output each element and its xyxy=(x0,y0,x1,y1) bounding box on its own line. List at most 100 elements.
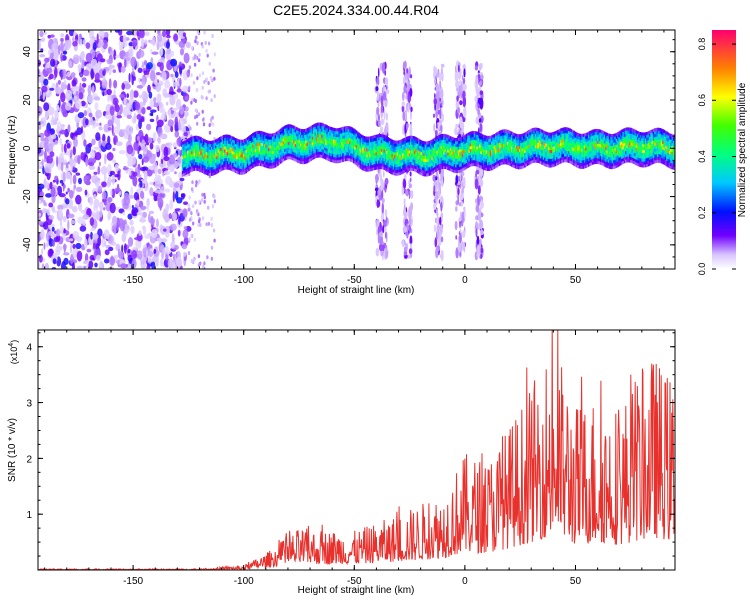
signal-cell xyxy=(249,155,251,159)
signal-cell xyxy=(473,157,476,161)
signal-cell xyxy=(371,161,374,166)
signal-cell xyxy=(224,137,226,141)
noise-cell xyxy=(77,112,85,119)
noise-cell xyxy=(198,73,202,78)
noise-cell xyxy=(65,191,68,195)
burst-cell xyxy=(408,218,412,225)
signal-cell xyxy=(297,133,299,137)
noise-cell xyxy=(112,69,117,73)
signal-cell xyxy=(317,128,319,132)
noise-cell xyxy=(129,219,134,226)
noise-cell xyxy=(99,122,102,126)
noise-cell xyxy=(213,76,216,81)
burst-cell xyxy=(380,95,384,107)
signal-cell xyxy=(420,169,423,173)
noise-cell xyxy=(110,222,114,226)
burst-cell xyxy=(439,216,442,226)
signal-cell xyxy=(273,164,275,169)
signal-cell xyxy=(473,148,476,152)
signal-cell xyxy=(420,172,423,176)
burst-cell xyxy=(437,99,441,110)
signal-cell xyxy=(406,157,408,161)
signal-cell xyxy=(371,135,374,139)
signal-cell xyxy=(337,131,339,135)
noise-cell xyxy=(168,108,172,120)
noise-cell xyxy=(71,79,77,88)
noise-cell xyxy=(89,217,95,226)
noise-cell xyxy=(38,39,41,51)
noise-cell xyxy=(149,217,156,225)
noise-cell xyxy=(119,222,126,232)
noise-cell xyxy=(177,230,181,237)
noise-cell xyxy=(106,111,109,115)
noise-cell xyxy=(96,53,103,62)
signal-cell xyxy=(209,152,212,156)
burst-cell xyxy=(462,96,467,108)
signal-cell xyxy=(449,153,452,157)
signal-cell xyxy=(244,167,246,172)
signal-cell xyxy=(376,157,379,161)
signal-cell xyxy=(327,146,330,150)
signal-cell xyxy=(455,152,457,156)
noise-cell xyxy=(42,37,46,42)
signal-cell xyxy=(209,143,212,147)
noise-cell xyxy=(123,97,127,106)
noise-cell xyxy=(81,77,87,82)
noise-cell xyxy=(183,132,188,137)
signal-cell xyxy=(444,134,447,138)
noise-cell xyxy=(140,205,147,210)
signal-cell xyxy=(229,152,232,156)
noise-cell xyxy=(114,118,121,125)
signal-cell xyxy=(435,142,437,146)
signal-cell xyxy=(258,142,261,146)
noise-cell xyxy=(48,215,55,220)
signal-cell xyxy=(406,151,408,155)
burst-cell xyxy=(384,208,388,218)
noise-cell xyxy=(82,69,90,77)
signal-cell xyxy=(244,159,246,163)
burst-cell xyxy=(381,202,384,214)
burst-cell xyxy=(478,97,482,105)
noise-cell xyxy=(193,98,196,103)
burst-cell xyxy=(382,91,387,101)
noise-cell xyxy=(205,96,208,101)
signal-cell xyxy=(244,141,246,145)
signal-cell xyxy=(420,166,423,170)
signal-cell xyxy=(410,158,412,163)
noise-cell xyxy=(135,123,140,131)
noise-cell xyxy=(97,228,103,237)
signal-cell xyxy=(400,165,403,169)
noise-cell xyxy=(103,31,108,38)
noise-cell xyxy=(78,63,82,73)
noise-cell xyxy=(101,181,107,188)
burst-cell xyxy=(376,199,381,208)
noise-cell xyxy=(202,117,205,122)
noise-cell xyxy=(114,30,120,33)
noise-cell xyxy=(213,238,216,243)
noise-cell xyxy=(106,58,113,65)
signal-cell xyxy=(371,144,374,148)
noise-cell xyxy=(187,207,190,212)
noise-cell xyxy=(194,108,198,113)
signal-cell xyxy=(424,161,427,165)
signal-cell xyxy=(297,130,299,134)
burst-cell xyxy=(440,236,444,243)
noise-cell xyxy=(210,216,213,221)
noise-cell xyxy=(103,172,107,183)
noise-cell xyxy=(113,79,118,89)
noise-cell xyxy=(62,243,67,250)
signal-cell xyxy=(337,160,339,164)
noise-cell xyxy=(174,92,179,100)
signal-cell xyxy=(238,162,241,166)
burst-cell xyxy=(402,111,406,121)
noise-cell xyxy=(102,91,105,97)
signal-cell xyxy=(327,125,330,130)
signal-cell xyxy=(204,153,206,157)
noise-cell xyxy=(38,124,42,130)
signal-cell xyxy=(429,143,432,147)
signal-cell xyxy=(189,148,192,152)
noise-cell xyxy=(47,34,51,39)
noise-cell xyxy=(182,208,188,218)
burst-cell xyxy=(432,174,436,182)
signal-cell xyxy=(440,154,443,158)
